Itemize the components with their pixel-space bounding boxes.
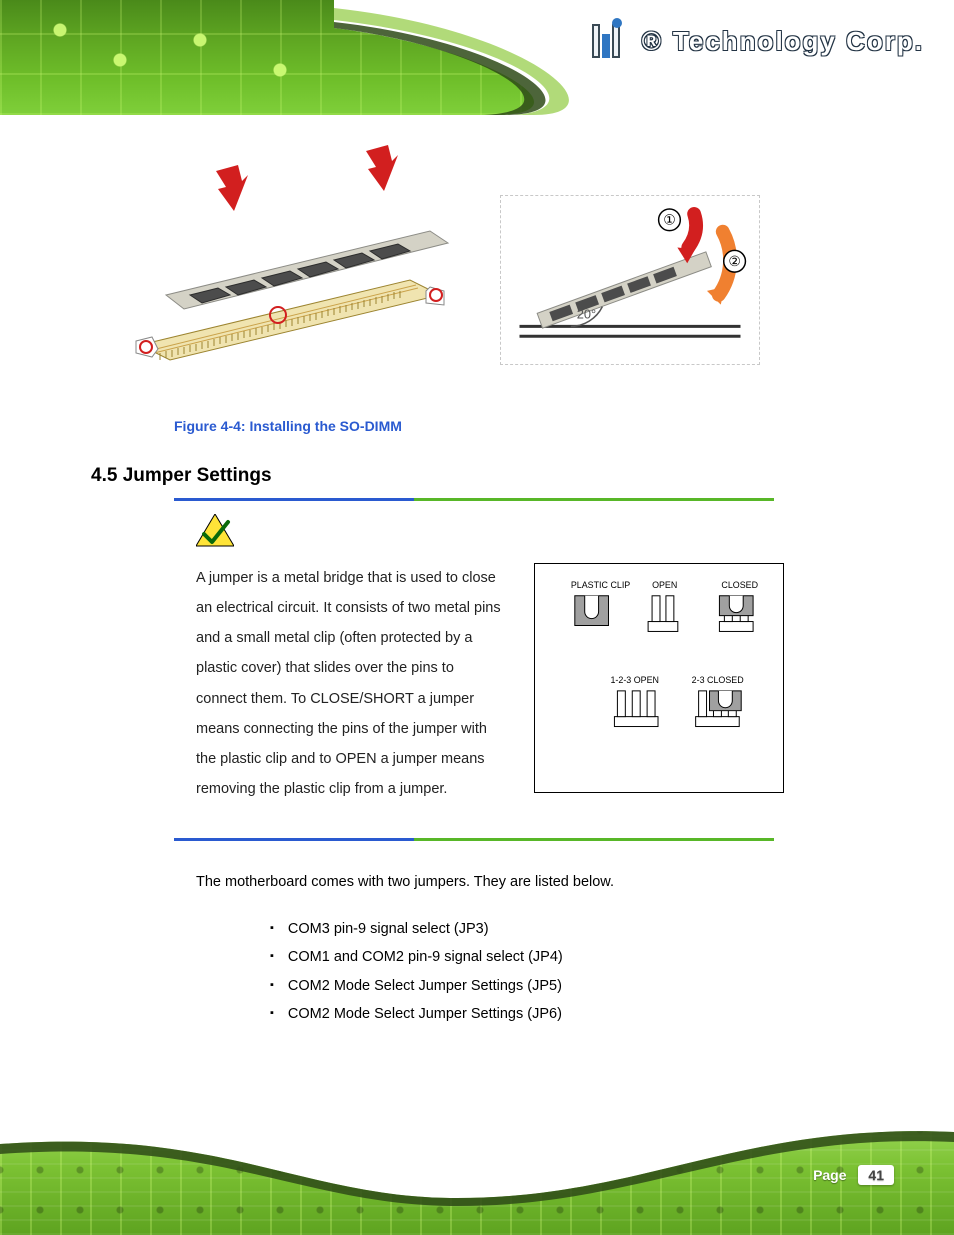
section-heading: 4.5 Jumper Settings	[91, 465, 272, 487]
brand-block: ® Technology Corp.	[592, 24, 924, 58]
note-icon	[196, 514, 784, 553]
section-number: 4.5	[91, 465, 117, 486]
svg-text:OPEN: OPEN	[652, 580, 677, 590]
figure-area: 20° ① ②	[120, 140, 800, 410]
jumper-diagram: PLASTIC CLIP OPEN CLOSED	[534, 563, 784, 793]
figure-caption: Figure 4-4: Installing the SO-DIMM	[174, 418, 402, 434]
step-2-label: ②	[728, 253, 740, 269]
svg-text:PLASTIC CLIP: PLASTIC CLIP	[571, 580, 630, 590]
footer-banner: Page 41	[0, 1120, 954, 1235]
intro-paragraph: The motherboard comes with two jumpers. …	[196, 870, 784, 895]
footer-page: Page 41	[813, 1165, 894, 1185]
angle-diagram: 20° ① ②	[500, 195, 760, 365]
step-1-label: ①	[663, 212, 675, 228]
list-item: COM2 Mode Select Jumper Settings (JP5)	[270, 972, 790, 1000]
list-item: COM2 Mode Select Jumper Settings (JP6)	[270, 1000, 790, 1028]
angle-text: 20°	[577, 306, 596, 321]
section-title: Jumper Settings	[123, 465, 272, 486]
footer-page-number: 41	[858, 1165, 894, 1185]
sodimm-illustration	[130, 145, 460, 405]
brand-reg: ®	[642, 26, 663, 57]
brand-name: Technology Corp.	[673, 26, 924, 57]
list-item: COM1 and COM2 pin-9 signal select (JP4)	[270, 943, 790, 971]
note-text: A jumper is a metal bridge that is used …	[196, 563, 512, 804]
svg-text:2-3 CLOSED: 2-3 CLOSED	[692, 675, 744, 685]
brand-logo-icon	[592, 24, 632, 58]
jumper-list: COM3 pin-9 signal select (JP3) COM1 and …	[270, 915, 790, 1028]
svg-text:1-2-3 OPEN: 1-2-3 OPEN	[610, 675, 659, 685]
svg-text:CLOSED: CLOSED	[721, 580, 758, 590]
list-item: COM3 pin-9 signal select (JP3)	[270, 915, 790, 943]
note-block: A jumper is a metal bridge that is used …	[196, 500, 784, 804]
rule-line-bottom	[174, 838, 774, 841]
header-banner: ® Technology Corp.	[0, 0, 954, 115]
footer-page-label: Page	[813, 1167, 846, 1183]
footer-swoosh	[0, 1120, 954, 1235]
